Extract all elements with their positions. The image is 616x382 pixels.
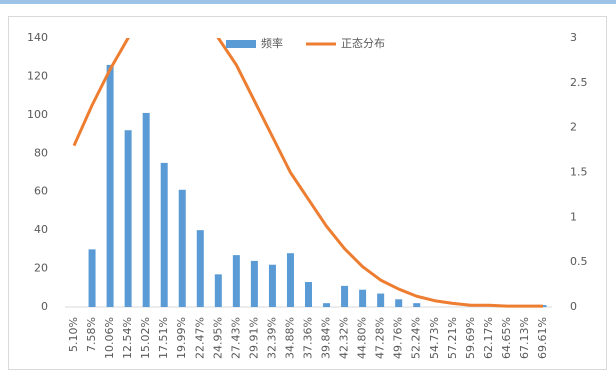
bar	[250, 260, 258, 307]
x-tick-label: 12.54%	[121, 317, 134, 359]
bar	[323, 303, 331, 307]
bar	[286, 253, 294, 307]
y2-tick-label: 2	[570, 121, 577, 134]
y-tick-label: 100	[27, 108, 48, 121]
bar	[196, 230, 204, 307]
x-tick-label: 69.61%	[536, 317, 549, 359]
y2-tick-label: 3	[570, 31, 577, 44]
bar	[124, 130, 132, 307]
y2-tick-label: 0.5	[570, 255, 588, 268]
x-tick-label: 7.58%	[85, 317, 98, 352]
x-tick-label: 42.32%	[338, 317, 351, 359]
x-tick-label: 59.69%	[464, 317, 477, 359]
x-tick-label: 17.51%	[157, 317, 170, 359]
x-tick-label: 34.88%	[283, 317, 296, 359]
x-tick-label: 39.84%	[320, 317, 333, 359]
x-tick-label: 67.13%	[518, 317, 531, 359]
bar	[413, 303, 421, 307]
x-tick-label: 49.76%	[392, 317, 405, 359]
x-tick-label: 47.28%	[374, 317, 387, 359]
top-bar	[0, 0, 616, 4]
x-tick-label: 27.43%	[229, 317, 242, 359]
x-tick-label: 10.06%	[103, 317, 116, 359]
bar	[178, 189, 186, 307]
y2-tick-label: 1.5	[570, 166, 588, 179]
chart-frame	[8, 16, 607, 370]
y-tick-label: 20	[34, 262, 48, 275]
bar	[377, 293, 385, 307]
bar	[232, 255, 240, 307]
y2-tick-label: 0	[570, 300, 577, 313]
bar	[395, 299, 403, 307]
x-tick-label: 54.73%	[428, 317, 441, 359]
y-tick-label: 80	[34, 146, 48, 159]
x-tick-label: 44.80%	[356, 317, 369, 359]
legend-swatch	[226, 40, 256, 48]
x-tick-label: 19.99%	[175, 317, 188, 359]
legend-label: 正态分布	[341, 37, 385, 50]
bar	[214, 274, 222, 307]
x-tick-label: 52.24%	[410, 317, 423, 359]
y2-tick-label: 2.5	[570, 76, 588, 89]
y-tick-label: 60	[34, 185, 48, 198]
bar	[268, 264, 276, 307]
x-tick-label: 64.65%	[500, 317, 513, 359]
x-tick-label: 29.91%	[247, 317, 260, 359]
bar	[88, 249, 96, 307]
x-tick-label: 5.10%	[67, 317, 80, 352]
x-tick-label: 15.02%	[139, 317, 152, 359]
bar	[359, 289, 367, 307]
bar	[160, 162, 168, 307]
bar	[341, 285, 349, 307]
line-series	[72, 38, 543, 308]
bar	[142, 112, 150, 307]
y-tick-label: 140	[27, 31, 48, 44]
x-tick-label: 32.39%	[265, 317, 278, 359]
y-tick-label: 120	[27, 69, 48, 82]
bar	[106, 64, 114, 308]
plot-area	[72, 38, 547, 308]
x-tick-label: 24.95%	[211, 317, 224, 359]
y2-tick-label: 1	[570, 210, 577, 223]
x-tick-label: 37.36%	[302, 317, 315, 359]
x-tick-label: 22.47%	[193, 317, 206, 359]
x-tick-label: 62.17%	[482, 317, 495, 359]
legend-label: 频率	[261, 36, 283, 50]
y-tick-label: 40	[34, 223, 48, 236]
x-tick-label: 57.21%	[446, 317, 459, 359]
bar	[305, 282, 312, 307]
y-tick-label: 0	[41, 300, 48, 313]
